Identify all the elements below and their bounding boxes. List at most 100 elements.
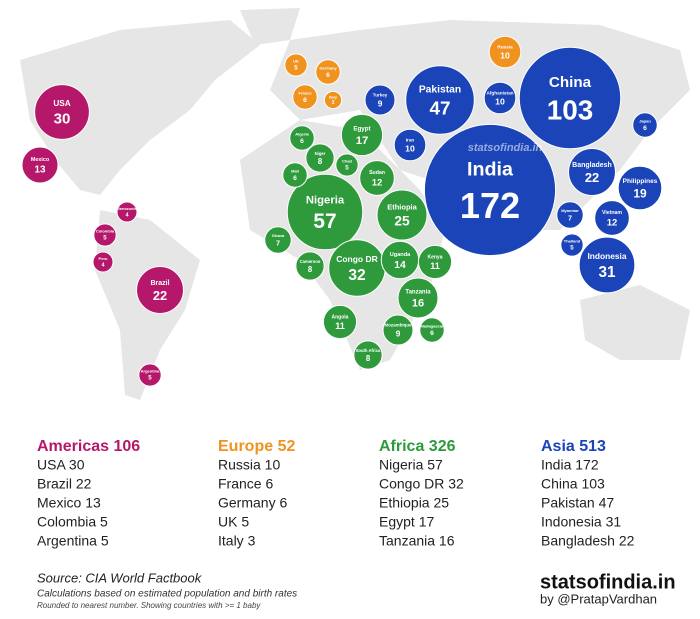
bubble-value: 13 [35, 165, 46, 176]
bubble-label: USA [53, 99, 70, 108]
bubble-label: India [467, 159, 514, 181]
bubble [568, 148, 616, 196]
bubble-value: 103 [547, 95, 594, 126]
bubble-value: 6 [303, 97, 307, 104]
bubble [289, 125, 315, 151]
bubble-label: Thailand [564, 239, 581, 244]
bubble [376, 189, 428, 241]
legend-title: Europe 52 [218, 438, 295, 455]
bubble [92, 251, 114, 273]
bubble-label: Mexico [31, 157, 50, 163]
bubble-value: 172 [460, 185, 520, 226]
source: Source: CIA World Factbook [37, 570, 203, 585]
watermark: statsofindia.in [468, 142, 543, 154]
bubble-label: Mali [291, 168, 299, 173]
bubble-label: UK [293, 59, 299, 64]
bubble-label: Iran [406, 137, 415, 142]
bubble-value: 5 [570, 245, 574, 252]
bubble-value: 6 [293, 175, 297, 182]
legend-title: Asia 513 [541, 438, 606, 455]
legend-item: Tanzania 16 [379, 533, 455, 549]
bubble [632, 112, 658, 138]
bubble [136, 266, 184, 314]
bubble [417, 244, 453, 280]
bubble-label: Bangladesh [572, 162, 612, 169]
bubble-value: 6 [643, 125, 647, 132]
bubble-label: Sudan [369, 170, 385, 176]
legend-item: Russia 10 [218, 457, 280, 473]
legend-item: Pakistan 47 [541, 495, 614, 511]
bubble-label: Russia [497, 44, 513, 49]
bubble-label: Ghana [272, 233, 285, 238]
bubble-value: 57 [313, 210, 336, 233]
bubble [364, 84, 396, 116]
bubble [282, 162, 308, 188]
legend-item: Colombia 5 [37, 514, 108, 530]
bubble [397, 277, 439, 319]
bubble-label: Colombia [96, 229, 115, 234]
bubble-label: Germany [319, 65, 337, 70]
bubble-value: 47 [429, 99, 450, 120]
bubble-value: 5 [103, 235, 107, 242]
bubble-value: 11 [335, 321, 345, 331]
bubble-value: 25 [394, 214, 410, 229]
australia [580, 285, 690, 360]
bubble-label: France [298, 90, 312, 95]
bubble [393, 128, 427, 162]
bubble [138, 363, 162, 387]
bubble [21, 146, 59, 184]
bubble-value: 17 [356, 135, 369, 147]
bubble-value: 32 [348, 267, 366, 284]
bubble-label: South Africa [356, 348, 381, 353]
bubble [315, 59, 341, 85]
bubble-value: 10 [495, 97, 505, 107]
bubble-value: 5 [294, 65, 298, 72]
bubble [560, 233, 584, 257]
bubble-label: Cameroon [300, 259, 321, 264]
bubble-label: Uganda [390, 252, 411, 258]
bubble-value: 6 [326, 72, 330, 79]
bubble-value: 4 [101, 262, 105, 268]
bubble-value: 7 [568, 214, 572, 223]
note: Calculations based on estimated populati… [37, 589, 297, 600]
bubble-value: 5 [148, 375, 152, 382]
bubble [419, 317, 445, 343]
bubble [322, 304, 358, 340]
bubble-label: Indonesia [587, 251, 626, 261]
brand: statsofindia.in [540, 571, 676, 593]
bubble-value: 8 [308, 265, 313, 274]
bubble [353, 340, 383, 370]
bubble-label: Egypt [353, 125, 370, 132]
bubble-value: 5 [345, 165, 349, 172]
bubble-label: Madagascar [420, 323, 444, 328]
bubble-value: 7 [276, 239, 280, 248]
legend-item: Congo DR 32 [379, 476, 464, 492]
bubble-label: Ethiopia [387, 202, 417, 211]
legend-item: UK 5 [218, 514, 249, 530]
bubble-value: 22 [585, 170, 599, 185]
bubble [116, 201, 138, 223]
bubble-value: 12 [372, 177, 383, 188]
bubble [305, 143, 335, 173]
legend-item: Nigeria 57 [379, 457, 443, 473]
bubble [483, 81, 517, 115]
bubble-label: Kenya [427, 254, 442, 260]
bubble-value: 12 [607, 217, 618, 228]
bubble-value: 11 [430, 261, 440, 271]
north-america [20, 20, 260, 195]
bubble [34, 84, 90, 140]
bubble [405, 65, 475, 135]
bubble-label: Afghanistan [486, 90, 513, 95]
legend-item: China 103 [541, 476, 605, 492]
legend-item: Ethiopia 25 [379, 495, 449, 511]
legend-item: Indonesia 31 [541, 514, 621, 530]
legend-item: USA 30 [37, 457, 85, 473]
bubble-label: Niger [315, 151, 326, 156]
bubble [382, 314, 414, 346]
bubble [518, 46, 622, 150]
bubble-label: Brazil [150, 280, 169, 287]
bubble-label: Italy [329, 94, 338, 99]
bubble-label: Turkey [373, 93, 388, 98]
bubble [292, 84, 318, 110]
